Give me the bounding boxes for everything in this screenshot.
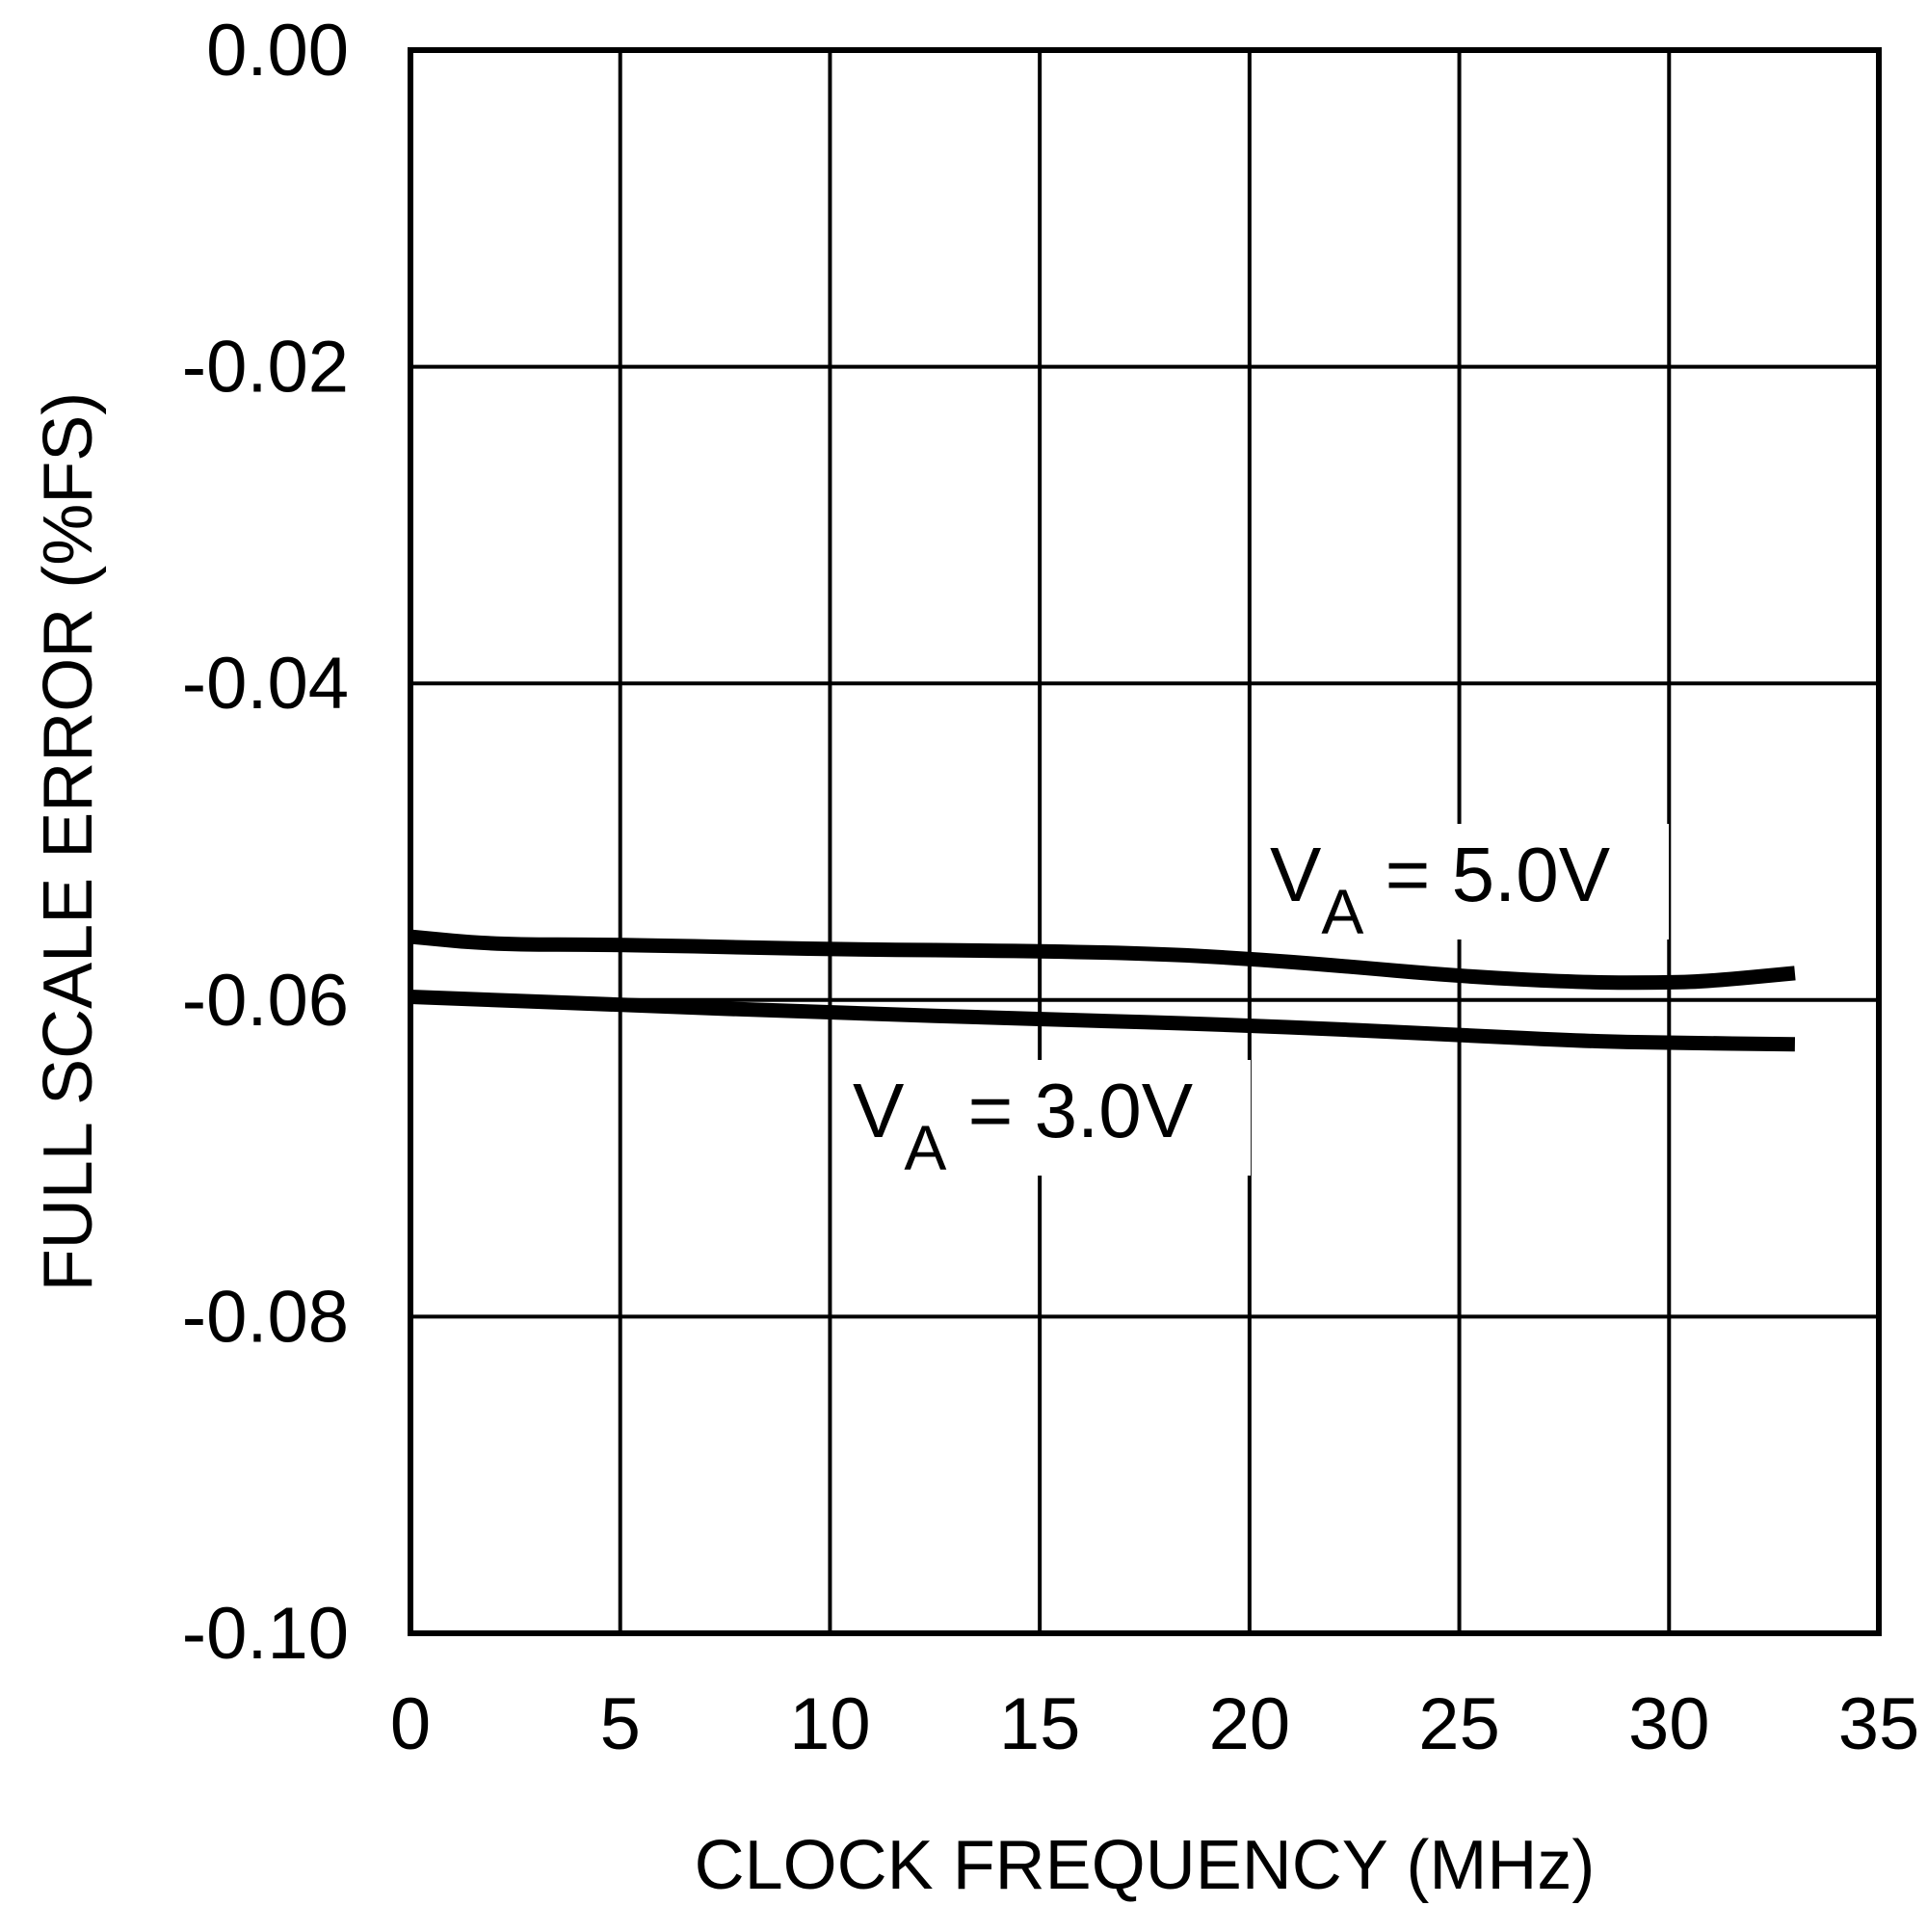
series-label-background <box>1264 824 1669 940</box>
y-tick-label: 0.00 <box>206 10 349 92</box>
x-tick-label: 15 <box>999 1683 1081 1765</box>
x-axis-tick-labels: 0 5 10 15 20 25 30 35 <box>390 1683 1919 1765</box>
x-axis-label: CLOCK FREQUENCY (MHz) <box>695 1827 1596 1904</box>
series-label: VA = 3.0V <box>853 1068 1194 1183</box>
x-tick-label: 20 <box>1209 1683 1291 1765</box>
x-tick-label: 0 <box>390 1683 431 1765</box>
series-label: VA = 5.0V <box>1270 832 1611 947</box>
plot-frame <box>408 47 1882 1636</box>
x-tick-label: 5 <box>600 1683 641 1765</box>
x-tick-label: 10 <box>789 1683 871 1765</box>
y-tick-label: -0.04 <box>182 643 349 725</box>
y-tick-label: -0.08 <box>182 1276 349 1358</box>
y-tick-label: -0.06 <box>182 960 349 1042</box>
y-tick-label: -0.10 <box>182 1593 349 1675</box>
y-axis-tick-labels: 0.00 -0.02 -0.04 -0.06 -0.08 -0.10 <box>182 10 349 1675</box>
x-tick-label: 30 <box>1628 1683 1710 1765</box>
y-tick-label: -0.02 <box>182 327 349 409</box>
data-series <box>409 929 1796 1052</box>
x-tick-label: 35 <box>1838 1683 1920 1765</box>
series-label-background <box>846 1060 1251 1176</box>
series-labels: VA = 5.0V VA = 3.0V <box>846 824 1669 1183</box>
series-line-va-5v <box>409 929 1796 991</box>
series-line-va-3v <box>409 990 1796 1052</box>
x-tick-label: 25 <box>1418 1683 1500 1765</box>
y-axis-label: FULL SCALE ERROR (%FS) <box>30 392 107 1292</box>
